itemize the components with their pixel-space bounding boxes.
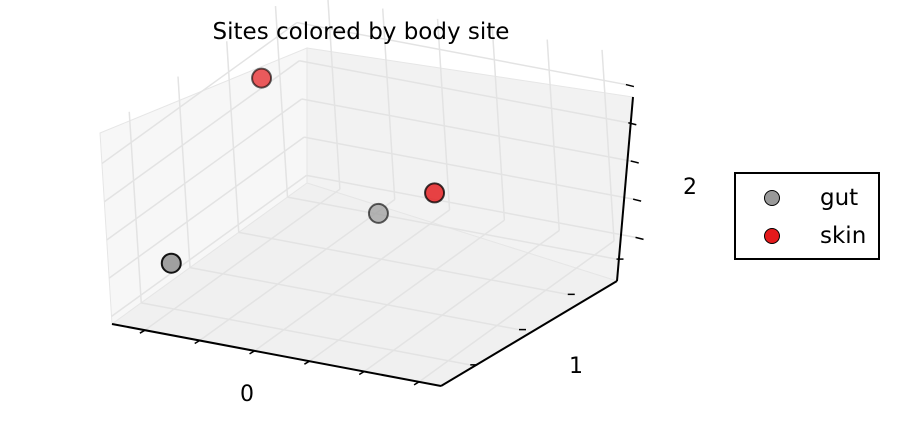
legend-marker-skin — [764, 228, 780, 244]
x-tick — [413, 381, 420, 386]
data-point-gut-0 — [160, 252, 182, 274]
x-tick — [139, 329, 146, 334]
grid-line — [301, 98, 631, 162]
grid-line — [106, 98, 303, 241]
z-tick — [630, 160, 639, 164]
grid-line — [296, 21, 627, 86]
z-tick — [635, 236, 644, 241]
x-tick — [194, 339, 201, 345]
grid-line — [601, 49, 615, 241]
grid-line — [418, 240, 615, 383]
x-tick — [304, 360, 310, 365]
x-axis-line — [111, 323, 442, 387]
grid-line — [101, 21, 298, 165]
legend-label-skin: skin — [820, 223, 867, 249]
grid-line — [363, 229, 560, 373]
grid-line — [189, 266, 520, 331]
grid-line — [491, 29, 506, 221]
grid-line — [436, 18, 451, 210]
legend-item-gut: gut — [736, 183, 858, 213]
grid-line — [111, 174, 307, 317]
x-tick — [249, 350, 255, 355]
data-point-gut-1 — [367, 202, 389, 224]
chart-title: Sites colored by body site — [213, 19, 510, 45]
x-tick — [358, 370, 365, 376]
grid-line — [303, 136, 634, 200]
grid-line — [226, 41, 240, 233]
grid-line — [274, 6, 289, 198]
legend-marker-gut — [764, 190, 780, 206]
z-tick — [625, 83, 635, 88]
legend-label-gut: gut — [820, 185, 859, 211]
grid-line — [128, 111, 142, 303]
y-axis-line — [440, 280, 618, 387]
grid-line — [238, 231, 568, 296]
legend: gut skin — [734, 172, 880, 260]
z-tick — [632, 198, 642, 202]
grid-lines — [101, 0, 636, 383]
grid-line — [108, 136, 305, 279]
grid-line — [381, 8, 396, 200]
legend-item-skin: skin — [736, 221, 866, 251]
z-axis-line — [616, 96, 634, 282]
grid-line — [287, 196, 617, 260]
grid-line — [141, 302, 471, 366]
grid-line — [144, 188, 341, 331]
x-tick-label-0: 0 — [240, 382, 254, 407]
grid-line — [254, 209, 451, 352]
grid-line — [327, 0, 341, 190]
axis-ticks — [139, 83, 644, 386]
grid-line — [308, 219, 505, 362]
z-tick — [628, 122, 637, 126]
grid-line — [306, 174, 636, 239]
grid-line — [199, 198, 396, 342]
z-tick-label-2: 2 — [683, 175, 697, 200]
data-point-skin-0 — [251, 67, 273, 89]
grid-line — [546, 39, 560, 231]
grid-line — [299, 60, 629, 124]
y-tick-label-1: 1 — [569, 354, 583, 379]
data-points — [160, 67, 446, 274]
data-point-skin-1 — [424, 182, 446, 204]
grid-line — [177, 76, 191, 268]
